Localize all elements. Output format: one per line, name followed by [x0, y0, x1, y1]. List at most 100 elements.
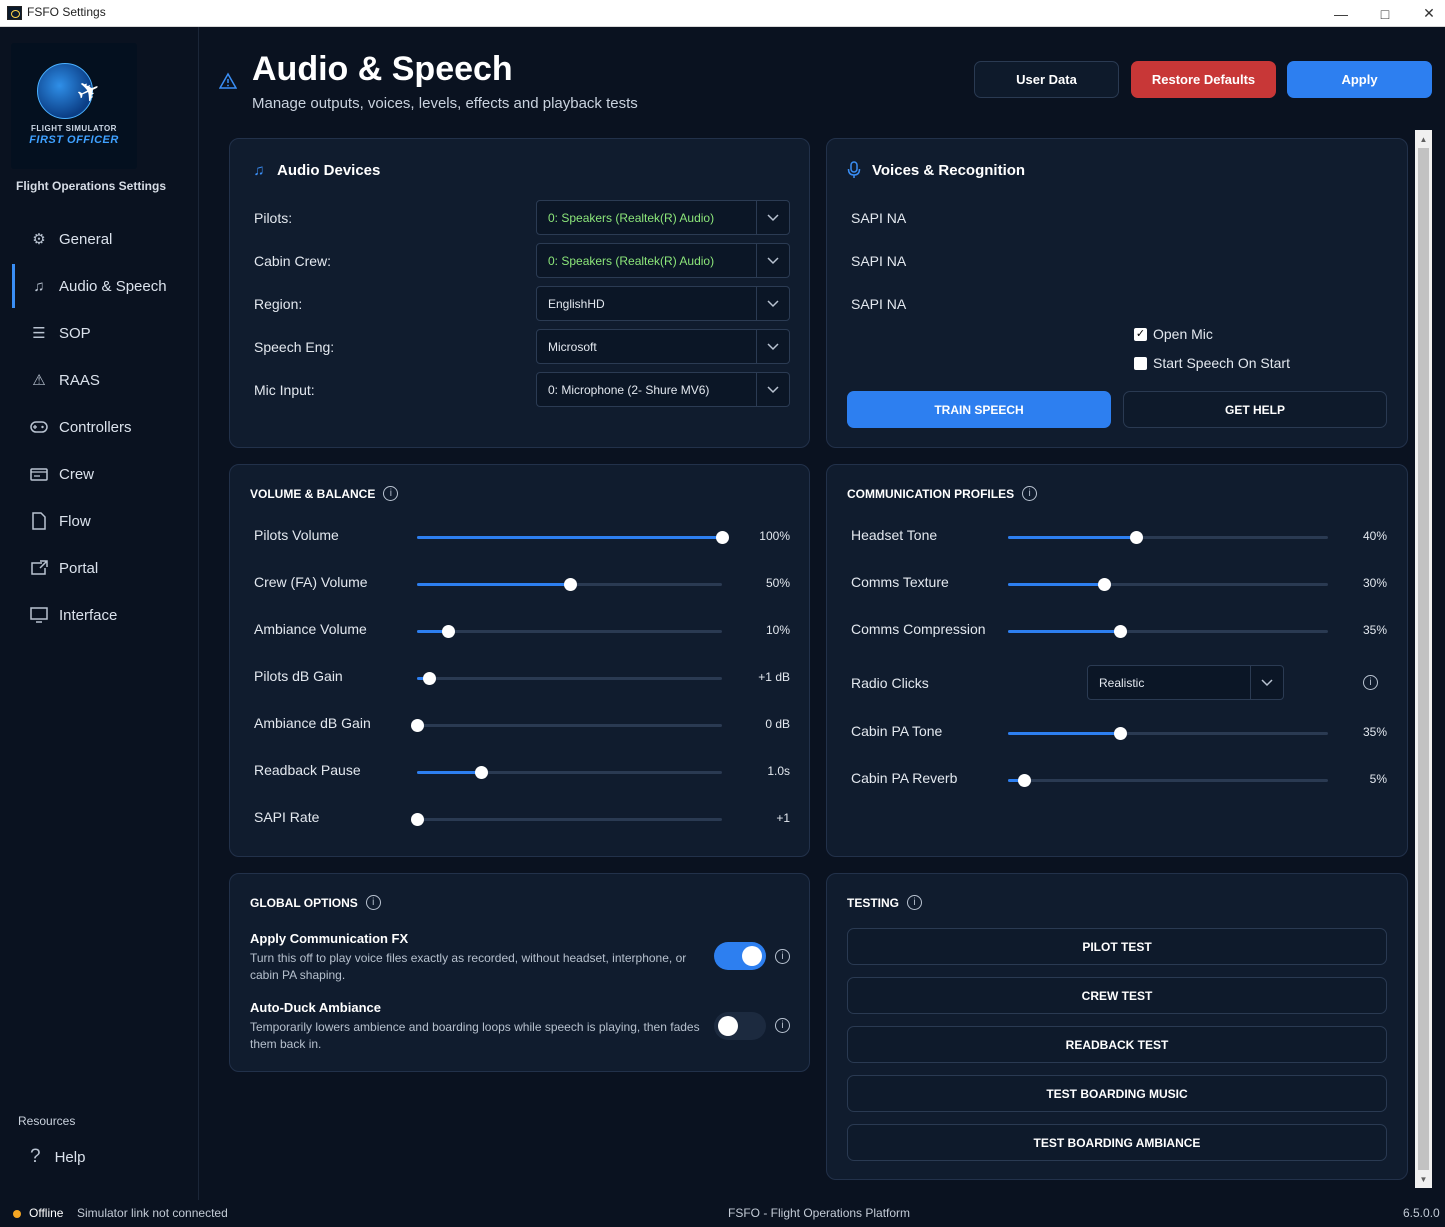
slider-track[interactable]	[1008, 727, 1328, 740]
auto-duck-toggle[interactable]	[714, 1012, 766, 1040]
slider-value: 35%	[1362, 725, 1387, 739]
select-value: Realistic	[1099, 675, 1145, 690]
speech-engine-select[interactable]: Microsoft	[536, 329, 790, 364]
info-icon[interactable]: i	[1363, 675, 1378, 690]
pilots-device-select[interactable]: 0: Speakers (Realtek(R) Audio)	[536, 200, 790, 235]
radio-clicks-select[interactable]: Realistic	[1087, 665, 1284, 700]
panel-title: GLOBAL OPTIONS	[250, 895, 358, 910]
sidebar-item-portal[interactable]: Portal	[12, 546, 198, 590]
slider-track[interactable]	[417, 766, 722, 779]
status-dot-icon	[13, 1210, 21, 1218]
panel-title: VOLUME & BALANCE	[250, 486, 376, 501]
slider-label: Pilots Volume	[254, 527, 339, 543]
slider-thumb[interactable]	[1098, 578, 1111, 591]
slider-label: Ambiance dB Gain	[254, 715, 371, 731]
slider-track[interactable]	[411, 813, 722, 826]
sidebar-item-audio-speech[interactable]: ♫ Audio & Speech	[12, 264, 198, 308]
status-bar: Offline Simulator link not connected FSF…	[0, 1200, 1445, 1227]
info-icon[interactable]: i	[775, 1018, 790, 1033]
sidebar-item-raas[interactable]: ⚠ RAAS	[12, 358, 198, 402]
maximize-button[interactable]: □	[1380, 5, 1390, 22]
readback-test-button[interactable]: READBACK TEST	[847, 1026, 1387, 1063]
gamepad-icon	[30, 418, 48, 436]
mic-input-select[interactable]: 0: Microphone (2- Shure MV6)	[536, 372, 790, 407]
chevron-down-icon	[756, 244, 789, 277]
slider-fill	[417, 771, 482, 774]
globe-icon	[37, 63, 93, 119]
minimize-button[interactable]: —	[1334, 5, 1348, 22]
slider-value: 10%	[765, 623, 790, 637]
slider-thumb[interactable]	[563, 578, 577, 591]
info-icon[interactable]: i	[365, 895, 381, 910]
slider-value: 50%	[765, 576, 790, 590]
region-select[interactable]: EnglishHD	[536, 286, 790, 321]
open-mic-checkbox[interactable]: ✓ Open Mic	[1134, 326, 1213, 342]
slider-value: 1.0s	[767, 764, 790, 778]
slider-thumb[interactable]	[1114, 727, 1127, 740]
slider-thumb[interactable]	[423, 672, 437, 685]
slider-label: Readback Pause	[254, 762, 361, 778]
slider-track[interactable]	[417, 672, 722, 685]
slider-thumb[interactable]	[716, 531, 729, 544]
crew-test-button[interactable]: CREW TEST	[847, 977, 1387, 1014]
scroll-down-arrow-icon[interactable]: ▼	[1419, 1174, 1428, 1184]
sidebar-item-controllers[interactable]: Controllers	[12, 405, 198, 449]
slider-thumb[interactable]	[1114, 625, 1127, 638]
page-subtitle: Manage outputs, voices, levels, effects …	[252, 95, 638, 112]
sapi-voice-3: SAPI NA	[851, 296, 907, 312]
toggle-knob	[742, 946, 762, 966]
slider-thumb[interactable]	[411, 813, 424, 826]
checkbox-label: Start Speech On Start	[1153, 355, 1290, 371]
sidebar-item-label: SOP	[59, 324, 91, 342]
slider-track[interactable]	[1008, 578, 1328, 591]
apply-comm-fx-toggle[interactable]	[714, 942, 766, 970]
slider-label: SAPI Rate	[254, 809, 320, 825]
info-icon[interactable]: i	[383, 486, 399, 501]
sidebar-item-interface[interactable]: Interface	[12, 593, 198, 637]
close-button[interactable]: ✕	[1423, 5, 1435, 21]
slider-thumb[interactable]	[475, 766, 489, 779]
slider-thumb[interactable]	[1130, 531, 1143, 544]
slider-track[interactable]	[411, 719, 722, 732]
sidebar-caption: Flight Operations Settings	[16, 179, 167, 193]
vertical-scrollbar[interactable]: ▲ ▼	[1415, 130, 1432, 1188]
sidebar-item-help[interactable]: ? Help	[30, 1146, 85, 1168]
sidebar-item-flow[interactable]: Flow	[12, 499, 198, 543]
scrollbar-thumb[interactable]	[1418, 148, 1429, 1170]
slider-fill	[1008, 630, 1120, 633]
sidebar-item-label: RAAS	[59, 371, 100, 389]
info-icon[interactable]: i	[775, 949, 790, 964]
sidebar-item-crew[interactable]: Crew	[12, 452, 198, 496]
slider-track[interactable]	[1008, 531, 1328, 544]
restore-defaults-button[interactable]: Restore Defaults	[1131, 61, 1276, 98]
test-boarding-music-button[interactable]: TEST BOARDING MUSIC	[847, 1075, 1387, 1112]
sidebar-item-sop[interactable]: ☰ SOP	[12, 311, 198, 355]
scroll-up-arrow-icon[interactable]: ▲	[1419, 134, 1428, 144]
start-speech-checkbox[interactable]: Start Speech On Start	[1134, 355, 1290, 371]
cabin-crew-device-select[interactable]: 0: Speakers (Realtek(R) Audio)	[536, 243, 790, 278]
select-value: Microsoft	[548, 339, 597, 354]
sidebar-item-label: Crew	[59, 465, 95, 483]
user-data-button[interactable]: User Data	[974, 61, 1119, 98]
slider-label: Comms Compression	[851, 621, 986, 637]
sidebar-item-label: Flow	[59, 512, 91, 530]
slider-thumb[interactable]	[1018, 774, 1031, 787]
train-speech-button[interactable]: TRAIN SPEECH	[847, 391, 1111, 428]
sidebar: ✈ FLIGHT SIMULATOR FIRST OFFICER Flight …	[0, 27, 199, 1200]
pilot-test-button[interactable]: PILOT TEST	[847, 928, 1387, 965]
get-help-button[interactable]: GET HELP	[1123, 391, 1387, 428]
info-icon[interactable]: i	[907, 895, 923, 910]
slider-track[interactable]	[1008, 625, 1328, 638]
info-icon[interactable]: i	[1022, 486, 1038, 501]
slider-track[interactable]	[417, 578, 722, 591]
slider-track[interactable]	[1008, 774, 1328, 787]
slider-track[interactable]	[417, 625, 722, 638]
slider-value: 0 dB	[765, 717, 790, 731]
slider-track[interactable]	[417, 531, 729, 544]
apply-button[interactable]: Apply	[1287, 61, 1432, 98]
test-boarding-ambiance-button[interactable]: TEST BOARDING AMBIANCE	[847, 1124, 1387, 1161]
sidebar-item-general[interactable]: ⚙ General	[12, 217, 198, 261]
slider-thumb[interactable]	[441, 625, 455, 638]
slider-thumb[interactable]	[411, 719, 424, 732]
voices-recognition-panel: Voices & Recognition SAPI NA SAPI NA SAP…	[826, 138, 1408, 448]
